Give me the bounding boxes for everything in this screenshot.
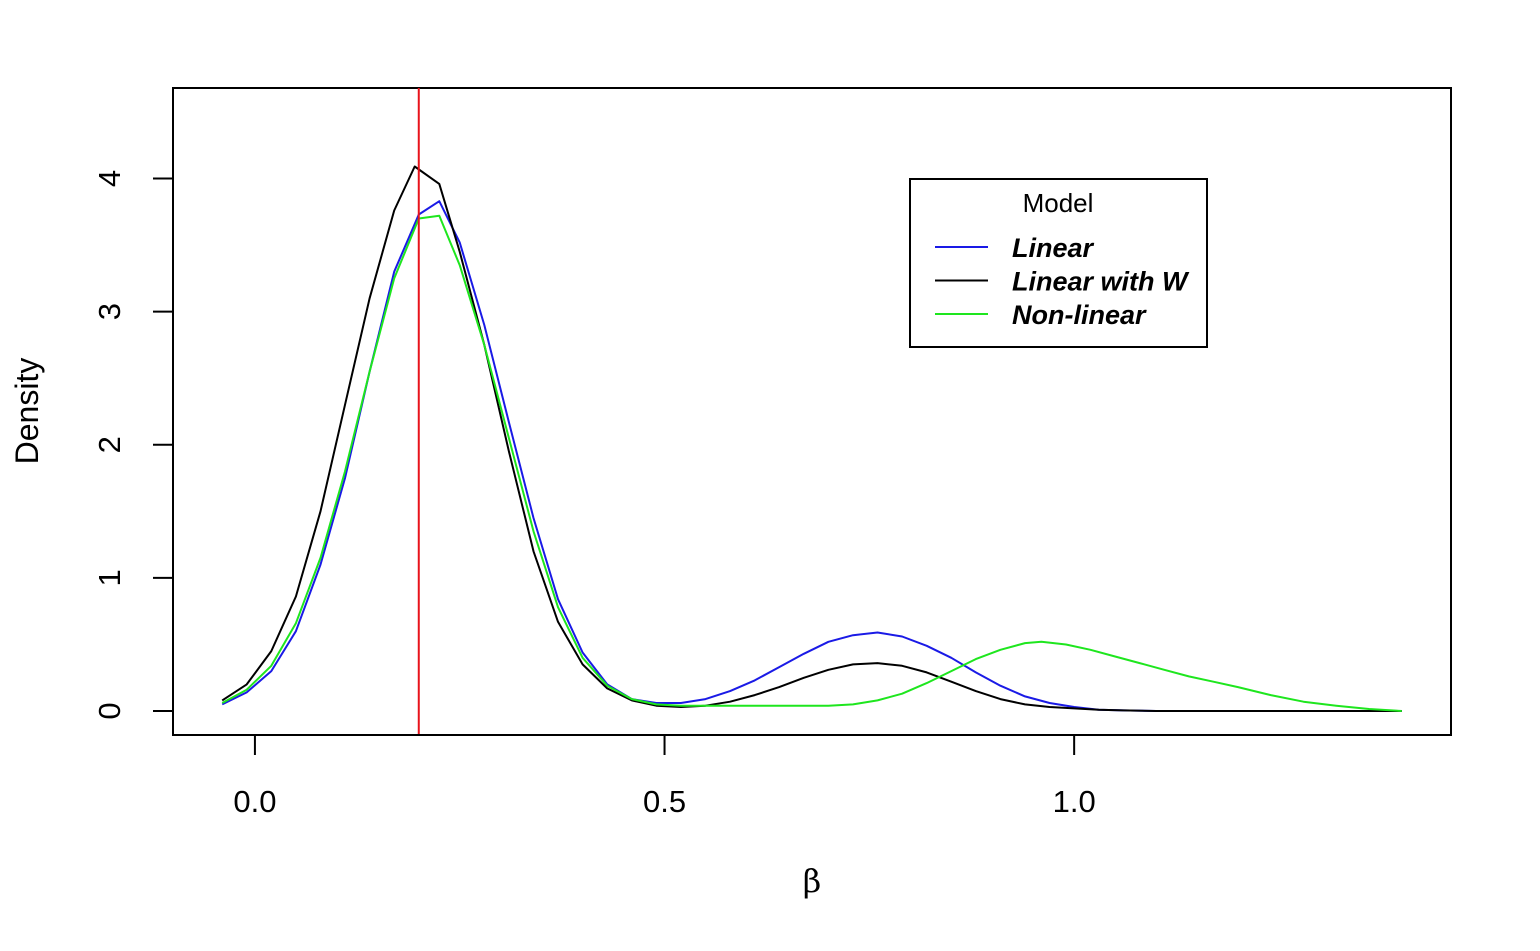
series-line-1 xyxy=(221,200,1402,712)
plot-frame xyxy=(172,87,1452,736)
x-axis: 0.0 0.5 1.0 xyxy=(233,734,1096,819)
y-tick-label: 3 xyxy=(92,303,127,320)
legend-entry: Linear xyxy=(1012,233,1095,263)
y-tick-label: 0 xyxy=(92,702,127,719)
legend-title: Model xyxy=(1023,188,1094,218)
y-tick-label: 4 xyxy=(92,170,127,187)
y-axis: 0 1 2 3 4 xyxy=(92,170,174,720)
legend-entry: Non-linear xyxy=(1012,300,1147,330)
y-tick-label: 1 xyxy=(92,569,127,586)
x-tick-label: 0.5 xyxy=(643,784,686,819)
x-tick-label: 0.0 xyxy=(233,784,276,819)
series-line-2 xyxy=(221,165,1402,712)
y-axis-label: Density xyxy=(9,358,45,465)
legend-entry: Linear with W xyxy=(1012,267,1190,297)
x-tick-label: 1.0 xyxy=(1053,784,1096,819)
series-layer xyxy=(221,165,1402,712)
x-axis-label: β xyxy=(803,862,822,900)
y-tick-label: 2 xyxy=(92,436,127,453)
legend-box xyxy=(909,178,1208,348)
series-line-3 xyxy=(221,214,1402,712)
